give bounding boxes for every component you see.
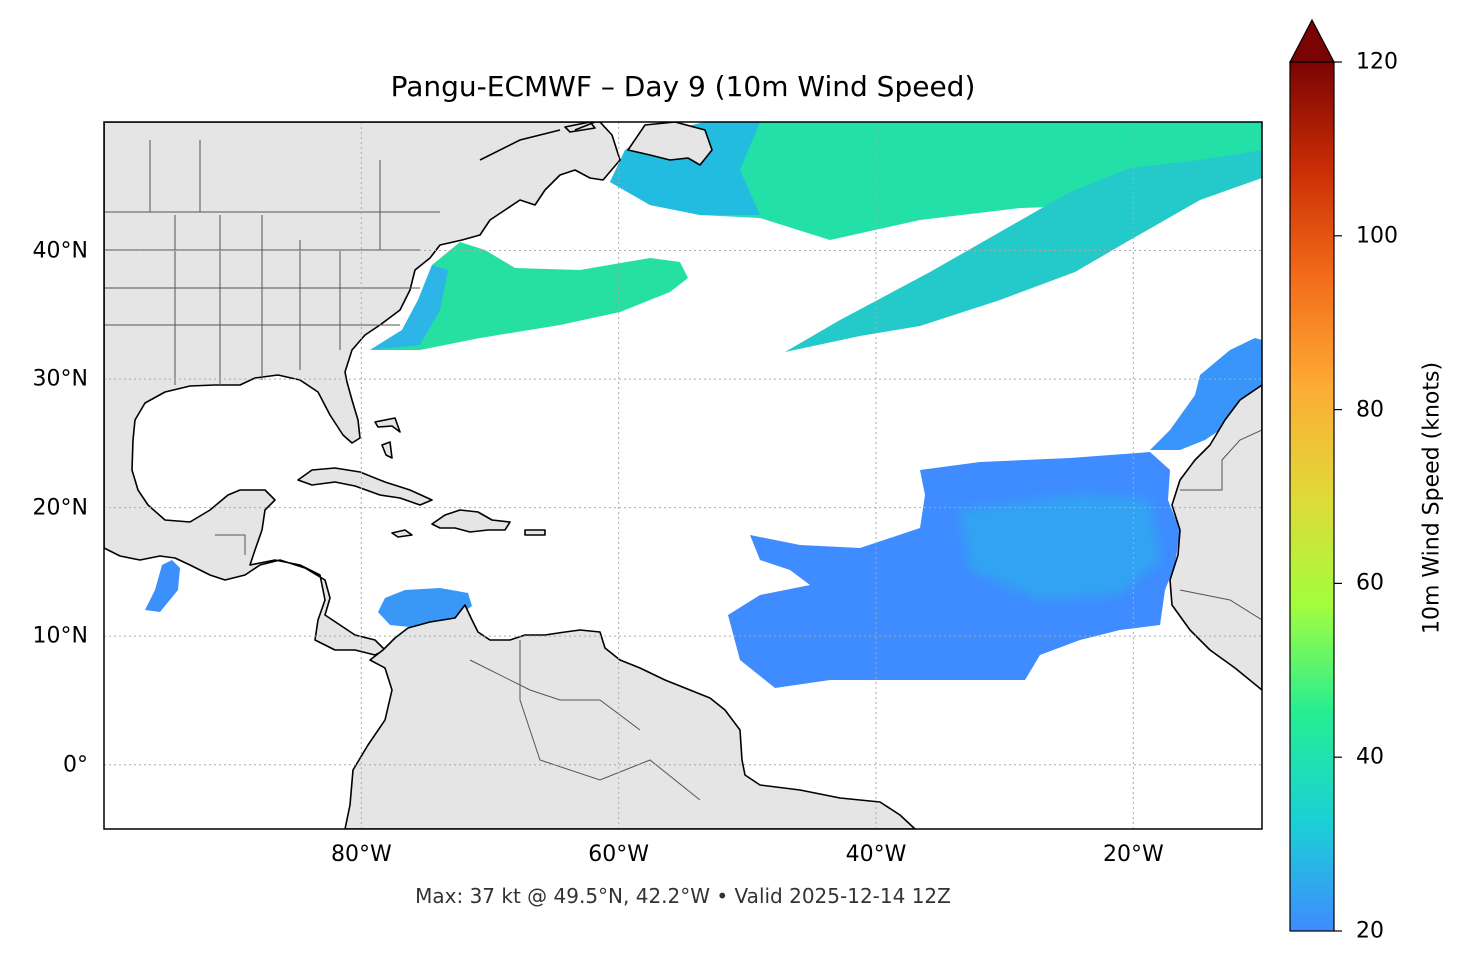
colorbar-tick-label: 100 <box>1356 223 1398 249</box>
gridlines <box>104 122 1262 829</box>
land-south-america <box>344 604 916 829</box>
map-footer: Max: 37 kt @ 49.5°N, 42.2°W • Valid 2025… <box>415 884 951 908</box>
wind-region-gulf-of-tehuantepec-jet <box>145 560 180 612</box>
coastline-layer <box>479 122 596 161</box>
colorbar-title: 10m Wind Speed (knots) <box>1419 361 1445 635</box>
colorbar-tick-label: 60 <box>1356 570 1384 596</box>
wind-region-north-atlantic-jet <box>610 122 1262 240</box>
land-puerto-rico <box>524 529 546 536</box>
land-bahamas <box>374 417 401 459</box>
wind-region-mid-atlantic-band <box>785 150 1262 352</box>
land-layer <box>104 122 1262 829</box>
latitude-label: 0° <box>63 752 88 778</box>
colorbar-tick-label: 40 <box>1356 744 1384 770</box>
map-frame <box>103 121 1263 830</box>
land-jamaica <box>391 529 413 538</box>
colorbar-gradient <box>1289 61 1335 932</box>
wind-region-us-east-coast-jet <box>370 242 688 350</box>
latitude-label: 40°N <box>32 238 88 264</box>
land-africa <box>1169 384 1262 691</box>
colorbar-tick-label: 20 <box>1356 918 1384 944</box>
map-title: Pangu-ECMWF – Day 9 (10m Wind Speed) <box>390 70 976 103</box>
wind-region-tropical-trade-winds-core <box>960 495 1160 600</box>
colorbar-tick-label: 120 <box>1356 49 1398 75</box>
wind-field-layer <box>145 122 1262 688</box>
colorbar-tick-label: 80 <box>1356 397 1384 423</box>
latitude-label: 30°N <box>32 366 88 392</box>
colorbar-ticks <box>1334 61 1342 932</box>
longitude-label: 40°W <box>845 842 907 867</box>
longitude-label: 80°W <box>330 842 392 867</box>
border-layer <box>104 140 1262 801</box>
land-cuba <box>297 467 433 506</box>
latitude-label: 10°N <box>32 623 88 649</box>
land-hispaniola <box>431 509 511 533</box>
land-north-america <box>104 122 621 656</box>
land-newfoundland <box>627 122 713 166</box>
wind-region-caribbean-jet <box>378 588 472 628</box>
latitude-label: 20°N <box>32 495 88 521</box>
longitude-label: 20°W <box>1102 842 1164 867</box>
wind-region-canary-current-winds <box>1150 338 1262 450</box>
wind-region-us-east-coast-jet-edge <box>370 265 448 350</box>
longitude-label: 60°W <box>588 842 650 867</box>
colorbar <box>1289 18 1342 932</box>
colorbar-extend-arrow <box>1289 18 1335 63</box>
